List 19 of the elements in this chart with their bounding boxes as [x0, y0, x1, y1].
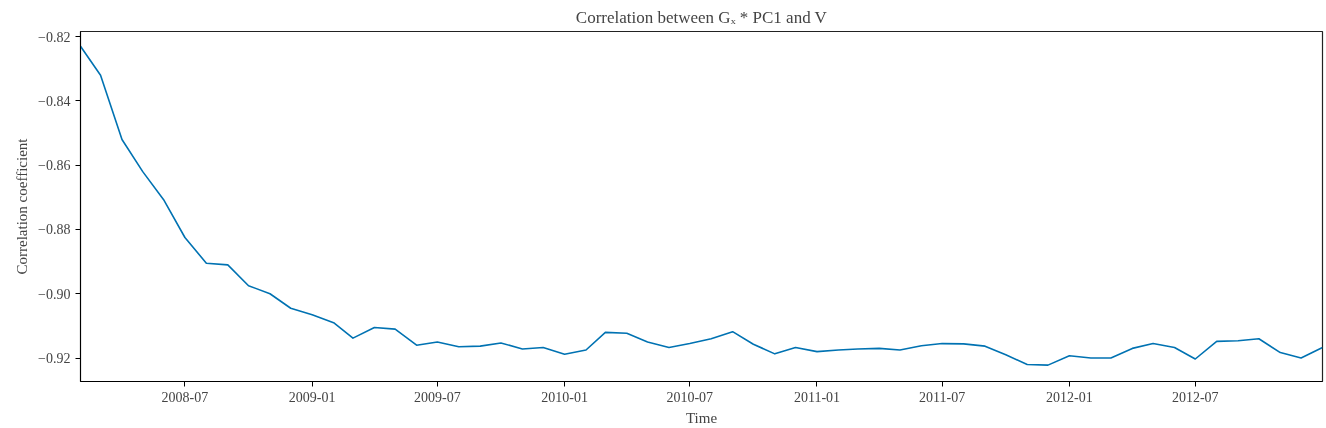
line-series: [80, 45, 1323, 366]
x-tick-label: 2012-07: [1171, 389, 1219, 405]
x-tick-label: 2012-01: [1046, 389, 1093, 405]
y-tick-label: −0.82: [38, 29, 71, 45]
y-tick-label: −0.84: [38, 93, 71, 109]
x-tick-label: 2010-07: [666, 389, 714, 405]
chart-title: Correlation between Gₓ * PC1 and V: [575, 7, 828, 27]
x-tick-label: 2011-01: [793, 389, 841, 405]
y-axis-title: Correlation coefficient: [14, 137, 31, 275]
x-tick-label: 2009-07: [414, 389, 461, 405]
y-tick-label: −0.88: [38, 222, 71, 238]
y-tick-label: −0.86: [38, 158, 71, 174]
x-tick-label: 2009-01: [288, 389, 336, 405]
y-tick-label: −0.92: [38, 351, 71, 367]
x-tick-label: 2008-07: [161, 389, 209, 405]
x-axis-title: Time: [685, 409, 718, 426]
x-tick-label: 2010-01: [541, 389, 588, 405]
y-tick-label: −0.90: [38, 286, 71, 302]
x-tick-label: 2011-07: [919, 389, 966, 405]
